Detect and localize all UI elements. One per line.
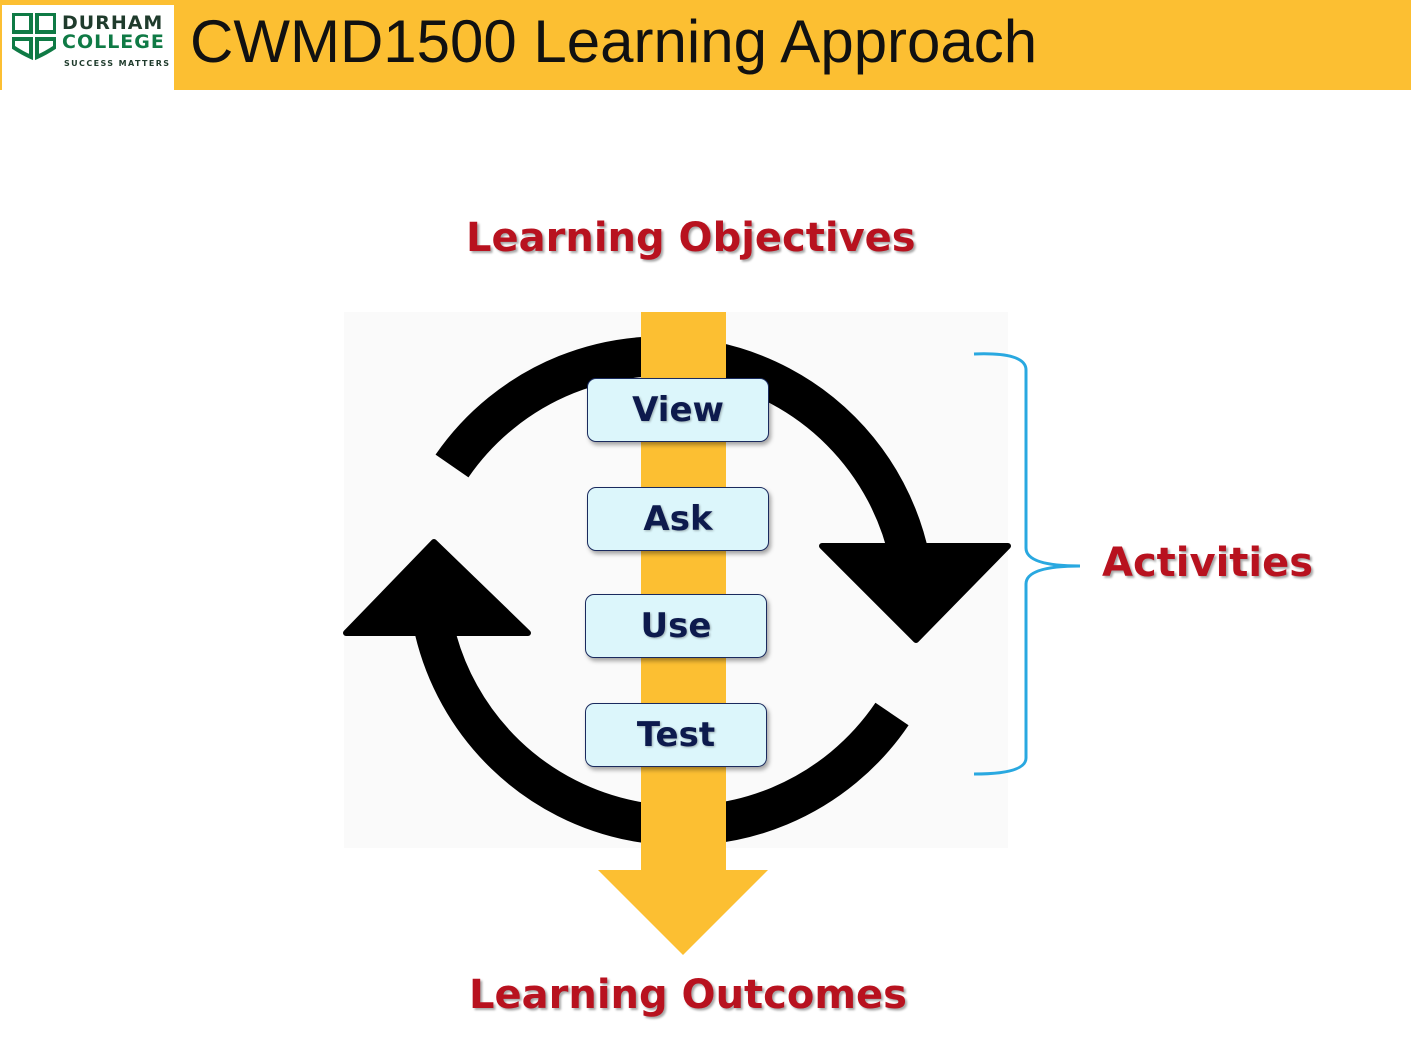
- yellow-arrowhead: [598, 870, 768, 955]
- page-title: CWMD1500 Learning Approach: [190, 8, 1038, 75]
- shield-icon: [12, 13, 56, 61]
- logo-line1: DURHAM: [62, 12, 164, 34]
- activity-view-box: View: [587, 378, 769, 442]
- header-bar: DURHAM COLLEGE SUCCESS MATTERS CWMD1500 …: [0, 0, 1411, 91]
- learning-outcomes-label: Learning Outcomes: [469, 972, 907, 1018]
- logo-tagline: SUCCESS MATTERS: [64, 59, 171, 68]
- right-arrowhead: [819, 543, 1011, 643]
- learning-objectives-label: Learning Objectives: [466, 215, 916, 261]
- left-arrowhead: [343, 539, 531, 636]
- logo-line2: COLLEGE: [62, 31, 165, 53]
- activities-bracket: [973, 352, 1081, 776]
- bottom-cycle-arc: [414, 623, 909, 846]
- activity-use-box: Use: [585, 594, 767, 658]
- activities-label: Activities: [1102, 540, 1314, 586]
- activity-ask-box: Ask: [587, 487, 769, 551]
- durham-college-logo: DURHAM COLLEGE SUCCESS MATTERS: [2, 5, 174, 91]
- activity-test-box: Test: [585, 703, 767, 767]
